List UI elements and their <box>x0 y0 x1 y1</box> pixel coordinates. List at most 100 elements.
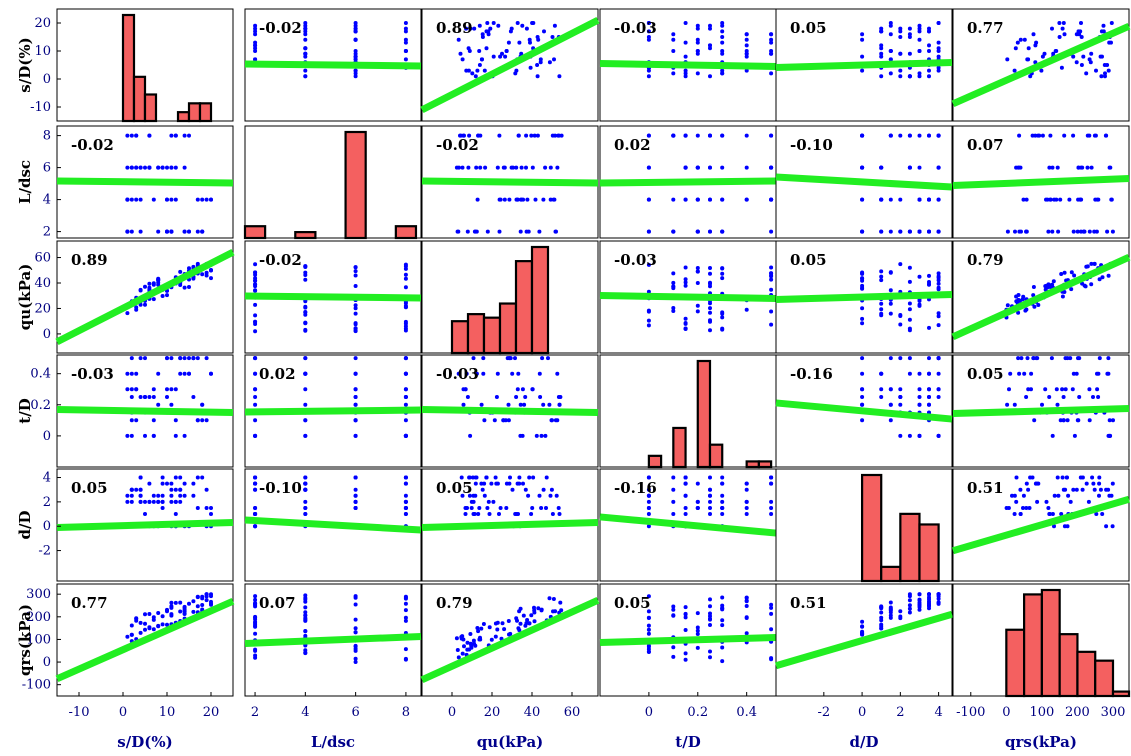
scatter-point <box>683 40 688 45</box>
scatter-point <box>204 270 209 275</box>
scatter-point <box>888 32 893 37</box>
scatter-point <box>744 616 749 620</box>
scatter-point <box>1065 356 1070 361</box>
scatter-point <box>353 74 358 79</box>
scatter-point <box>744 37 749 42</box>
scatter-point <box>482 68 487 73</box>
scatter-point <box>917 395 922 399</box>
scatter-point <box>860 316 865 321</box>
correlation-label: 0.05 <box>614 594 651 612</box>
scatter-point <box>403 601 408 606</box>
hist-bar <box>466 313 486 355</box>
scatter-point <box>1063 387 1068 392</box>
scatter-point <box>548 493 553 498</box>
scatter-point <box>744 631 749 636</box>
scatter-point <box>467 493 472 498</box>
scatter-point <box>683 615 688 620</box>
scatter-point <box>156 493 161 498</box>
scatter-point <box>524 165 528 170</box>
scatter-point <box>720 618 725 623</box>
scatter-point <box>477 63 482 67</box>
scatter-point <box>403 512 408 516</box>
scatter-point <box>1106 356 1111 361</box>
scatter-point <box>303 487 308 492</box>
scatter-point <box>303 277 308 282</box>
scatter-point <box>720 40 725 45</box>
scatter-point <box>477 49 482 53</box>
scatter-point <box>555 371 560 376</box>
hist-bar <box>1111 690 1131 698</box>
scatter-point <box>1059 512 1064 516</box>
scatter-point <box>463 512 468 516</box>
scatter-point <box>461 637 466 642</box>
scatter-point <box>720 51 725 56</box>
scatter-point <box>516 133 521 138</box>
scatter-point <box>514 616 519 621</box>
scatter-point <box>165 356 169 361</box>
scatter-point <box>1104 487 1109 492</box>
scatter-point <box>1026 57 1031 62</box>
scatter-point <box>195 229 200 234</box>
scatter-point <box>879 371 884 376</box>
x-tick-label: 60 <box>564 705 581 720</box>
scatter-point <box>204 487 209 492</box>
scatter-point <box>917 74 922 79</box>
scatter-point <box>529 512 534 516</box>
y-tick-label: 0.4 <box>30 367 51 382</box>
scatter-point <box>303 512 308 516</box>
scatter-point <box>769 265 774 270</box>
scatter-point <box>1028 74 1033 79</box>
scatter-point <box>708 306 712 311</box>
correlation-label: 0.05 <box>967 365 1004 383</box>
scatter-point <box>160 481 165 486</box>
panel-1-1 <box>243 125 422 240</box>
scatter-point <box>744 506 749 510</box>
scatter-point <box>1062 270 1067 275</box>
scatter-point <box>165 622 169 627</box>
scatter-point <box>506 40 511 45</box>
fit-line <box>244 406 422 416</box>
scatter-point <box>143 356 147 361</box>
scatter-point <box>541 197 546 202</box>
scatter-point <box>1018 165 1023 170</box>
scatter-point <box>353 71 358 76</box>
x-tick-label: 2 <box>896 705 904 720</box>
x-tick-label: 0 <box>858 705 866 720</box>
scatter-point <box>720 68 725 73</box>
scatter-point <box>165 481 169 486</box>
scatter-point <box>769 499 774 504</box>
panel-1-2: -0.02 <box>421 125 599 239</box>
scatter-point <box>769 274 774 279</box>
hist-bar <box>708 443 724 469</box>
scatter-point <box>468 26 473 31</box>
scatter-point <box>1075 229 1080 234</box>
scatter-point <box>160 622 165 627</box>
scatter-point <box>403 319 408 324</box>
scatter-point <box>708 165 712 170</box>
scatter-point <box>403 499 408 504</box>
scatter-point <box>493 634 498 639</box>
scatter-point <box>1097 481 1102 486</box>
y-tick-label: 0 <box>43 327 51 342</box>
scatter-point <box>720 595 725 600</box>
scatter-point <box>253 631 258 636</box>
scatter-point <box>253 329 258 334</box>
x-tick-label: 0 <box>645 705 653 720</box>
scatter-point <box>683 197 688 202</box>
scatter-point <box>460 165 465 170</box>
scatter-point <box>353 644 358 649</box>
scatter-point <box>1067 197 1072 202</box>
scatter-point <box>353 648 358 653</box>
scatter-point <box>178 269 183 274</box>
scatter-point <box>471 499 476 504</box>
scatter-point <box>504 49 509 53</box>
scatter-point <box>720 659 725 664</box>
scatter-point <box>525 618 530 622</box>
scatter-point <box>708 280 712 285</box>
scatter-point <box>769 512 774 516</box>
hist-bar <box>121 13 136 123</box>
scatter-point <box>860 395 865 399</box>
panel-2-0: 0.89 <box>55 240 235 354</box>
scatter-point <box>1052 524 1056 529</box>
hist-bar <box>187 102 202 123</box>
